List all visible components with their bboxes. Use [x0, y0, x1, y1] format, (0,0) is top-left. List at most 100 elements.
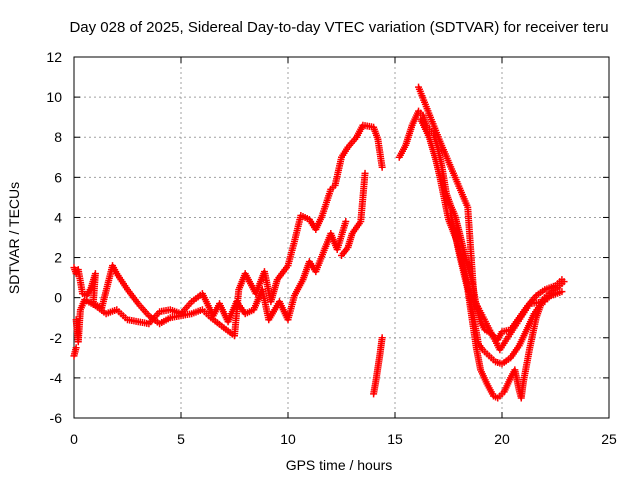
data-marker	[401, 143, 409, 151]
data-marker	[431, 153, 439, 161]
data-marker	[122, 284, 130, 292]
data-marker	[463, 284, 471, 292]
data-marker	[337, 155, 345, 163]
y-axis-label: SDTVAR / TECUs	[6, 182, 22, 294]
data-marker	[351, 135, 359, 143]
data-marker	[89, 300, 97, 308]
data-marker	[72, 346, 80, 354]
data-marker	[463, 201, 471, 209]
data-marker	[417, 109, 425, 117]
data-marker	[539, 298, 547, 306]
y-tick-label: 4	[54, 209, 62, 225]
data-marker	[348, 231, 356, 239]
series-receiver-teru-arc-8	[415, 83, 549, 354]
data-marker	[143, 310, 151, 318]
data-marker	[523, 326, 531, 334]
data-marker	[455, 225, 463, 233]
x-tick-label: 0	[70, 431, 78, 447]
data-marker	[355, 219, 363, 227]
data-marker	[532, 316, 540, 324]
data-marker	[326, 188, 334, 196]
y-tick-label: 12	[46, 49, 62, 65]
data-marker	[378, 161, 386, 169]
y-tick-label: 6	[54, 169, 62, 185]
x-tick-label: 5	[177, 431, 185, 447]
y-tick-label: 0	[54, 290, 62, 306]
data-marker	[556, 288, 564, 296]
series-receiver-teru-arc-1	[70, 121, 386, 340]
data-marker	[273, 278, 281, 286]
data-marker	[290, 294, 298, 302]
y-tick-label: -4	[50, 370, 63, 386]
data-marker	[476, 364, 484, 372]
x-tick-label: 20	[494, 431, 510, 447]
y-tick-label: 8	[54, 129, 62, 145]
data-marker	[514, 344, 522, 352]
data-marker	[341, 220, 349, 228]
data-marker	[482, 378, 490, 386]
data-marker	[498, 390, 506, 398]
data-marker	[186, 300, 194, 308]
data-marker	[111, 307, 119, 315]
data-marker	[186, 310, 194, 318]
x-axis-label: GPS time / hours	[286, 457, 393, 473]
data-marker	[132, 317, 140, 325]
series-receiver-teru-arc-4	[370, 334, 386, 398]
y-tick-label: -2	[50, 330, 63, 346]
data-marker	[329, 183, 337, 191]
data-marker	[489, 356, 497, 364]
data-marker	[218, 322, 226, 330]
data-marker	[543, 292, 551, 300]
data-marker	[435, 171, 443, 179]
axis-ticks: 0 5 10 15 20 25 -6 -4 -2 0 2 4 6 8 10 12	[46, 49, 617, 447]
series-receiver-teru-arc-7	[447, 209, 568, 402]
chart-title: Day 028 of 2025, Sidereal Day-to-day VTE…	[69, 19, 608, 36]
data-marker	[343, 145, 351, 153]
x-tick-label: 15	[387, 431, 403, 447]
data-marker	[407, 123, 415, 131]
data-marker	[196, 307, 204, 315]
series-receiver-teru-arc-3	[70, 169, 369, 360]
data-marker	[164, 315, 172, 323]
data-marker	[552, 285, 559, 293]
data-marker	[361, 172, 369, 180]
data-marker	[539, 287, 547, 295]
data-marker	[298, 278, 306, 286]
y-tick-label: -6	[50, 410, 63, 426]
data-marker	[446, 199, 454, 207]
data-marker	[373, 133, 381, 141]
series-receiver-teru-arc-2	[72, 217, 350, 346]
x-tick-label: 25	[601, 431, 617, 447]
data-marker	[86, 286, 94, 294]
data-marker	[470, 293, 478, 301]
data-marker	[492, 393, 500, 401]
data-marker	[455, 247, 463, 255]
data-marker	[290, 240, 298, 248]
data-marker	[435, 135, 443, 143]
data-marker	[235, 288, 243, 296]
data-marker	[112, 268, 120, 276]
data-marker	[524, 302, 532, 310]
y-tick-label: 10	[46, 89, 62, 105]
data-marker	[525, 346, 533, 354]
data-marker	[496, 359, 504, 367]
data-marker	[504, 355, 512, 363]
data-marker	[342, 246, 350, 254]
data-marker	[100, 308, 108, 316]
data-marker	[483, 350, 491, 358]
data-marker	[378, 336, 386, 344]
data-marker	[558, 280, 566, 288]
data-points	[70, 83, 568, 402]
data-marker	[154, 310, 162, 318]
plot-frame	[73, 56, 610, 419]
data-marker	[424, 131, 432, 139]
data-marker	[76, 308, 84, 316]
data-marker	[133, 298, 141, 306]
data-marker	[506, 376, 514, 384]
data-marker	[121, 314, 129, 322]
data-marker	[317, 213, 325, 221]
data-marker	[175, 309, 183, 317]
x-tick-label: 10	[280, 431, 296, 447]
